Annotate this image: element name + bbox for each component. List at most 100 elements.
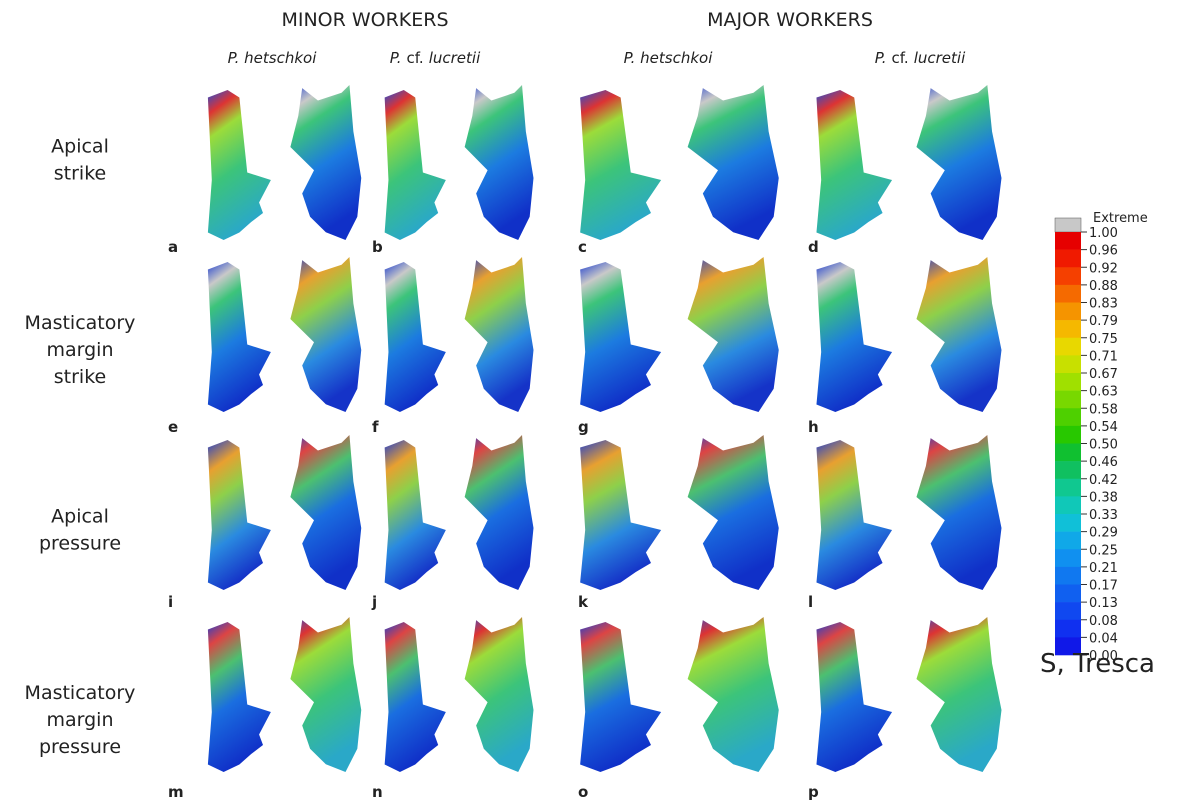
colorbar-band — [1055, 338, 1081, 356]
mandible — [688, 257, 779, 412]
panel-letter: h — [808, 418, 819, 436]
mandible — [208, 262, 271, 412]
colorbar-tick-label: 0.79 — [1089, 314, 1118, 329]
species-part: lucretii — [914, 49, 966, 67]
mandible-pair — [208, 85, 361, 240]
panel-letter: n — [372, 783, 383, 801]
mandible — [290, 85, 361, 240]
mandible — [208, 622, 271, 772]
species-part: cf. — [891, 49, 908, 67]
colorbar-band — [1055, 391, 1081, 409]
colorbar-band — [1055, 567, 1081, 585]
colorbar-tick-label: 0.54 — [1089, 420, 1118, 435]
row-label-line: strike — [54, 163, 106, 185]
colorbar-tick-label: 0.88 — [1089, 279, 1118, 294]
mandible — [688, 435, 779, 590]
colorbar-tick-label: 0.75 — [1089, 332, 1118, 347]
mandible-pair — [208, 435, 361, 590]
mandible-pair — [385, 85, 534, 240]
row-label-line: Apical — [51, 136, 109, 158]
row-label-line: Masticatory — [25, 682, 136, 704]
row-label-line: Apical — [51, 506, 109, 528]
panel-letter: b — [372, 238, 383, 256]
colorbar-tick-label: 0.08 — [1089, 614, 1118, 629]
mandible — [290, 257, 361, 412]
colorbar-tick-label: 0.83 — [1089, 297, 1118, 312]
mandible-pair — [816, 435, 1001, 590]
colorbar-extreme: Extreme — [1093, 211, 1148, 226]
species-label: P. hetschkoi — [624, 49, 714, 67]
row-label: Apical strike — [51, 136, 109, 185]
mandible-pair — [208, 617, 361, 772]
mandible — [290, 435, 361, 590]
species-part: P. — [875, 49, 887, 67]
colorbar-tick-label: 0.42 — [1089, 473, 1118, 488]
header: MINOR WORKERS — [281, 9, 448, 31]
mandible-pair — [580, 85, 779, 240]
mandible — [385, 262, 446, 412]
species-label: P. hetschkoi — [228, 49, 318, 67]
colorbar-band — [1055, 285, 1081, 303]
colorbar-tick-label: 0.33 — [1089, 508, 1118, 523]
row-label-line: pressure — [39, 736, 121, 758]
row-label-line: pressure — [39, 533, 121, 555]
colorbar-tick-label: 0.04 — [1089, 631, 1118, 646]
colorbar-tick-label: 0.25 — [1089, 543, 1118, 558]
mandible — [208, 440, 271, 590]
colorbar-band — [1055, 303, 1081, 321]
mandible — [580, 622, 661, 772]
species-part: cf. — [406, 49, 423, 67]
row-label-line: Masticatory — [25, 312, 136, 334]
colorbar-band — [1055, 267, 1081, 285]
mandible — [580, 440, 661, 590]
mandible — [916, 257, 1001, 412]
panel-letter: a — [168, 238, 178, 256]
panel-letter: l — [808, 593, 813, 611]
colorbar-tick-label: 0.13 — [1089, 596, 1118, 611]
mandible-pair — [580, 257, 779, 412]
mandible — [916, 435, 1001, 590]
colorbar-tick-label: 0.63 — [1089, 385, 1118, 400]
mandible — [465, 85, 534, 240]
colorbar-band — [1055, 426, 1081, 444]
colorbar-tick-label: 0.96 — [1089, 244, 1118, 259]
colorbar-tick-label: 0.17 — [1089, 579, 1118, 594]
mandible-pair — [385, 435, 534, 590]
mandible — [816, 90, 892, 240]
species-part: lucretii — [429, 49, 481, 67]
mandible-pair — [816, 85, 1001, 240]
panel-letter: c — [578, 238, 587, 256]
mandible — [916, 617, 1001, 772]
colorbar-band — [1055, 532, 1081, 550]
mandible — [816, 622, 892, 772]
colorbar-band — [1055, 461, 1081, 479]
extreme-band — [1055, 218, 1081, 232]
colorbar-band — [1055, 496, 1081, 514]
colorbar-band — [1055, 479, 1081, 497]
mandible — [916, 85, 1001, 240]
mandible-pair — [385, 257, 534, 412]
figure: MINOR WORKERSMAJOR WORKERSP. hetschkoiP.… — [0, 0, 1179, 805]
mandible-pair — [816, 257, 1001, 412]
panel-letter: i — [168, 593, 173, 611]
mandible — [290, 617, 361, 772]
colorbar-band — [1055, 355, 1081, 373]
mandible-pair — [580, 617, 779, 772]
mandible — [465, 617, 534, 772]
mandible — [385, 440, 446, 590]
colorbar-band — [1055, 549, 1081, 567]
mandible — [816, 262, 892, 412]
panel-letter: k — [578, 593, 589, 611]
colorbar-band — [1055, 250, 1081, 268]
mandible-pair — [208, 257, 361, 412]
colorbar-title: S, Tresca — [1040, 649, 1155, 679]
mandible-pair — [385, 617, 534, 772]
colorbar-tick-label: 0.67 — [1089, 367, 1118, 382]
mandible — [688, 617, 779, 772]
colorbar-tick-label: 0.21 — [1089, 561, 1118, 576]
panel-letter: o — [578, 783, 588, 801]
species-part: P. — [390, 49, 402, 67]
colorbar-tick-label: 0.58 — [1089, 402, 1118, 417]
